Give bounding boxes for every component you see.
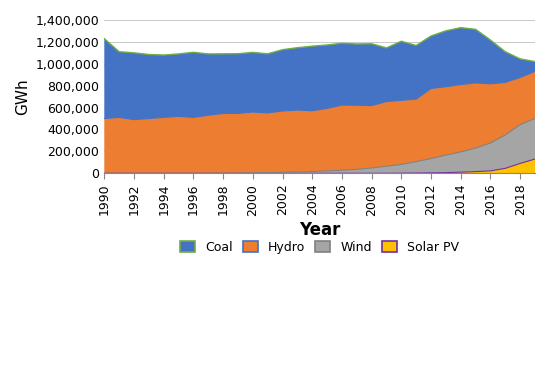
Legend: Coal, Hydro, Wind, Solar PV: Coal, Hydro, Wind, Solar PV [175, 236, 464, 259]
X-axis label: Year: Year [299, 221, 340, 239]
Y-axis label: GWh: GWh [15, 78, 30, 115]
